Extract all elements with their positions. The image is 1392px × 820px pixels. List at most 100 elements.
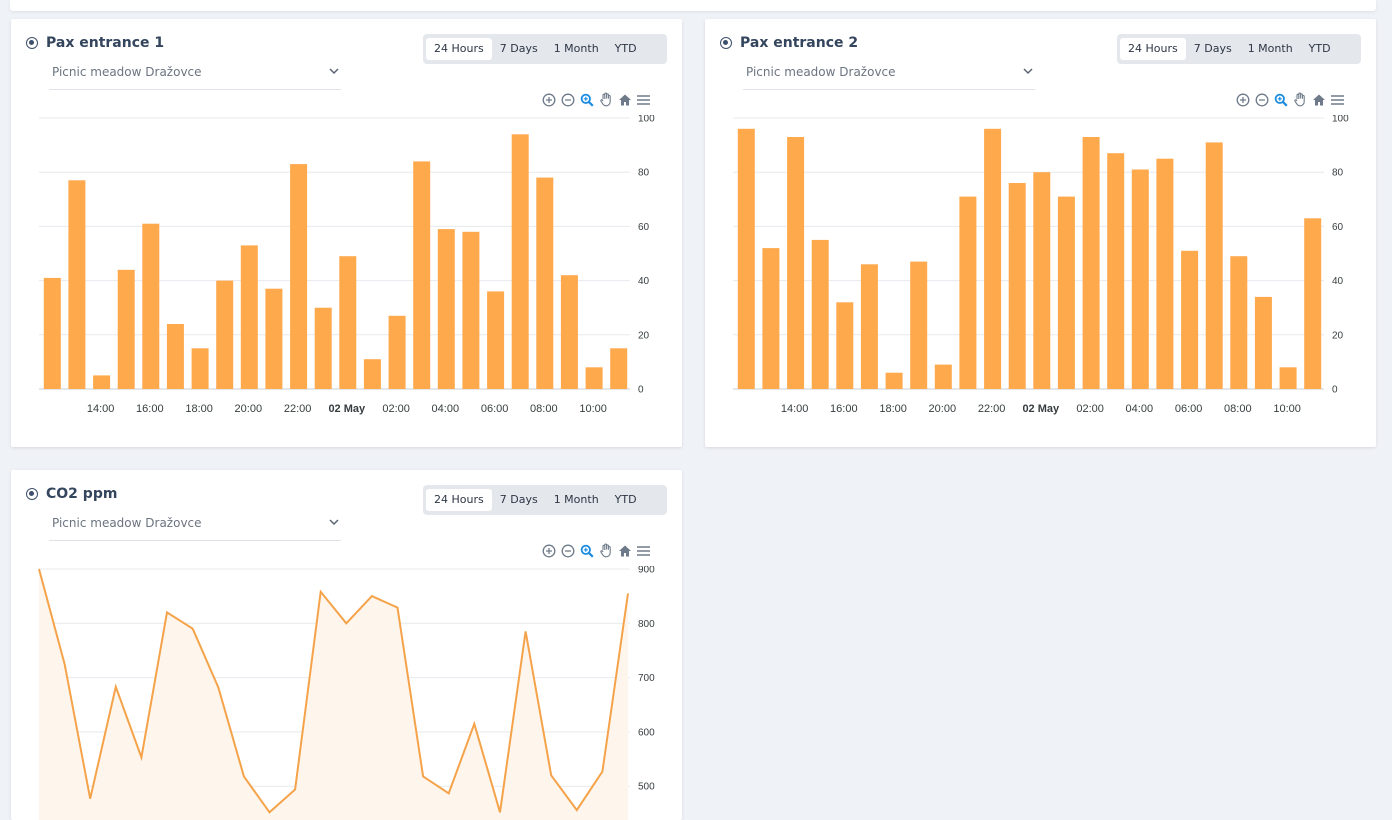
- bar[interactable]: [910, 261, 928, 389]
- bar[interactable]: [191, 348, 209, 389]
- zoom-out-icon[interactable]: [1254, 92, 1269, 107]
- zoom-out-icon[interactable]: [560, 543, 575, 558]
- bar[interactable]: [1008, 183, 1026, 389]
- bar[interactable]: [762, 248, 780, 389]
- zoom-in-icon[interactable]: [541, 92, 556, 107]
- bar[interactable]: [290, 164, 308, 389]
- bar[interactable]: [487, 291, 505, 389]
- bar[interactable]: [1082, 137, 1100, 389]
- bar[interactable]: [265, 288, 283, 389]
- bar[interactable]: [737, 128, 755, 390]
- tab-ytd[interactable]: YTD: [614, 493, 637, 506]
- radio-icon[interactable]: [26, 488, 38, 500]
- bar[interactable]: [787, 137, 805, 389]
- pan-hand-icon[interactable]: [598, 92, 613, 107]
- tab-24-hours[interactable]: 24 Hours: [426, 38, 492, 60]
- bar[interactable]: [885, 372, 903, 389]
- bar[interactable]: [610, 348, 628, 389]
- tab-1-month[interactable]: 1 Month: [553, 493, 599, 506]
- tab-7-days[interactable]: 7 Days: [1193, 42, 1232, 55]
- radio-icon[interactable]: [720, 37, 732, 49]
- bar[interactable]: [1205, 142, 1223, 389]
- bar[interactable]: [1181, 250, 1199, 389]
- chart-toolbar: [1235, 92, 1345, 107]
- bar[interactable]: [1279, 367, 1297, 389]
- bar[interactable]: [1107, 153, 1125, 389]
- bar[interactable]: [836, 302, 854, 389]
- home-reset-icon[interactable]: [617, 543, 632, 558]
- bar[interactable]: [1033, 172, 1051, 389]
- location-select[interactable]: Picnic meadow Dražovce: [49, 514, 341, 541]
- menu-icon[interactable]: [636, 543, 651, 558]
- tab-7-days[interactable]: 7 Days: [499, 493, 538, 506]
- zoom-in-icon[interactable]: [1235, 92, 1250, 107]
- bar[interactable]: [585, 367, 603, 389]
- bar[interactable]: [1156, 158, 1174, 389]
- home-reset-icon[interactable]: [1311, 92, 1326, 107]
- tab-1-month[interactable]: 1 Month: [1247, 42, 1293, 55]
- bar[interactable]: [462, 231, 480, 389]
- bar[interactable]: [413, 161, 431, 389]
- bar[interactable]: [560, 275, 578, 389]
- tab-ytd[interactable]: YTD: [614, 42, 637, 55]
- zoom-out-icon[interactable]: [560, 92, 575, 107]
- bar[interactable]: [314, 307, 332, 389]
- y-tick-label: 80: [638, 168, 650, 179]
- bar[interactable]: [860, 264, 878, 389]
- bar[interactable]: [536, 177, 554, 389]
- bar[interactable]: [1131, 169, 1149, 390]
- chart-area[interactable]: 900 800 700 600 500: [11, 566, 682, 820]
- chevron-down-icon: [327, 514, 341, 529]
- card-title-text: Pax entrance 2: [740, 35, 859, 51]
- tab-7-days[interactable]: 7 Days: [499, 42, 538, 55]
- bar[interactable]: [1230, 256, 1248, 389]
- radio-icon[interactable]: [26, 37, 38, 49]
- bar[interactable]: [363, 359, 381, 389]
- location-select[interactable]: Picnic meadow Dražovce: [743, 63, 1035, 90]
- bar[interactable]: [811, 239, 829, 389]
- bar[interactable]: [934, 364, 952, 389]
- bar[interactable]: [93, 375, 111, 389]
- tab-ytd[interactable]: YTD: [1308, 42, 1331, 55]
- bar[interactable]: [240, 245, 258, 389]
- card-title: Pax entrance 2: [720, 35, 858, 51]
- bar[interactable]: [339, 256, 357, 389]
- bar[interactable]: [43, 277, 61, 389]
- bar[interactable]: [68, 180, 86, 389]
- x-tick-label: 20:00: [235, 403, 263, 415]
- location-select-value: Picnic meadow Dražovce: [52, 65, 202, 79]
- chart-area[interactable]: 100 80 60 40 20 0 14:00 16:00 18:00 20:00 22:00 02 …: [705, 115, 1376, 445]
- tab-1-month[interactable]: 1 Month: [553, 42, 599, 55]
- bar[interactable]: [388, 315, 406, 389]
- y-tick-label: 100: [1332, 115, 1349, 125]
- bar[interactable]: [166, 324, 184, 389]
- bar[interactable]: [511, 134, 529, 389]
- bar[interactable]: [959, 196, 977, 389]
- zoom-selection-icon[interactable]: [1273, 92, 1288, 107]
- bar[interactable]: [142, 223, 160, 389]
- bar[interactable]: [216, 280, 234, 389]
- tab-24-hours[interactable]: 24 Hours: [426, 489, 492, 511]
- menu-icon[interactable]: [1330, 92, 1345, 107]
- zoom-selection-icon[interactable]: [579, 543, 594, 558]
- location-select[interactable]: Picnic meadow Dražovce: [49, 63, 341, 90]
- bar[interactable]: [1254, 296, 1272, 389]
- time-range-tabs: 24 Hours 7 Days 1 Month YTD: [423, 34, 667, 64]
- tab-24-hours[interactable]: 24 Hours: [1120, 38, 1186, 60]
- zoom-selection-icon[interactable]: [579, 92, 594, 107]
- bar[interactable]: [984, 128, 1002, 390]
- pan-hand-icon[interactable]: [1292, 92, 1307, 107]
- bar[interactable]: [437, 229, 455, 389]
- home-reset-icon[interactable]: [617, 92, 632, 107]
- bar[interactable]: [1057, 196, 1075, 389]
- chart-area[interactable]: 100 80 60 40 20 0 14:00 16:00 18:00 20:00 22:00 02 …: [11, 115, 682, 445]
- bar[interactable]: [117, 269, 135, 389]
- y-tick-label: 80: [1332, 168, 1344, 179]
- menu-icon[interactable]: [636, 92, 651, 107]
- zoom-in-icon[interactable]: [541, 543, 556, 558]
- x-tick-label: 18:00: [879, 403, 907, 415]
- y-tick-label: 800: [638, 619, 655, 630]
- pan-hand-icon[interactable]: [598, 543, 613, 558]
- bar[interactable]: [1304, 218, 1322, 389]
- y-tick-label: 700: [638, 673, 655, 684]
